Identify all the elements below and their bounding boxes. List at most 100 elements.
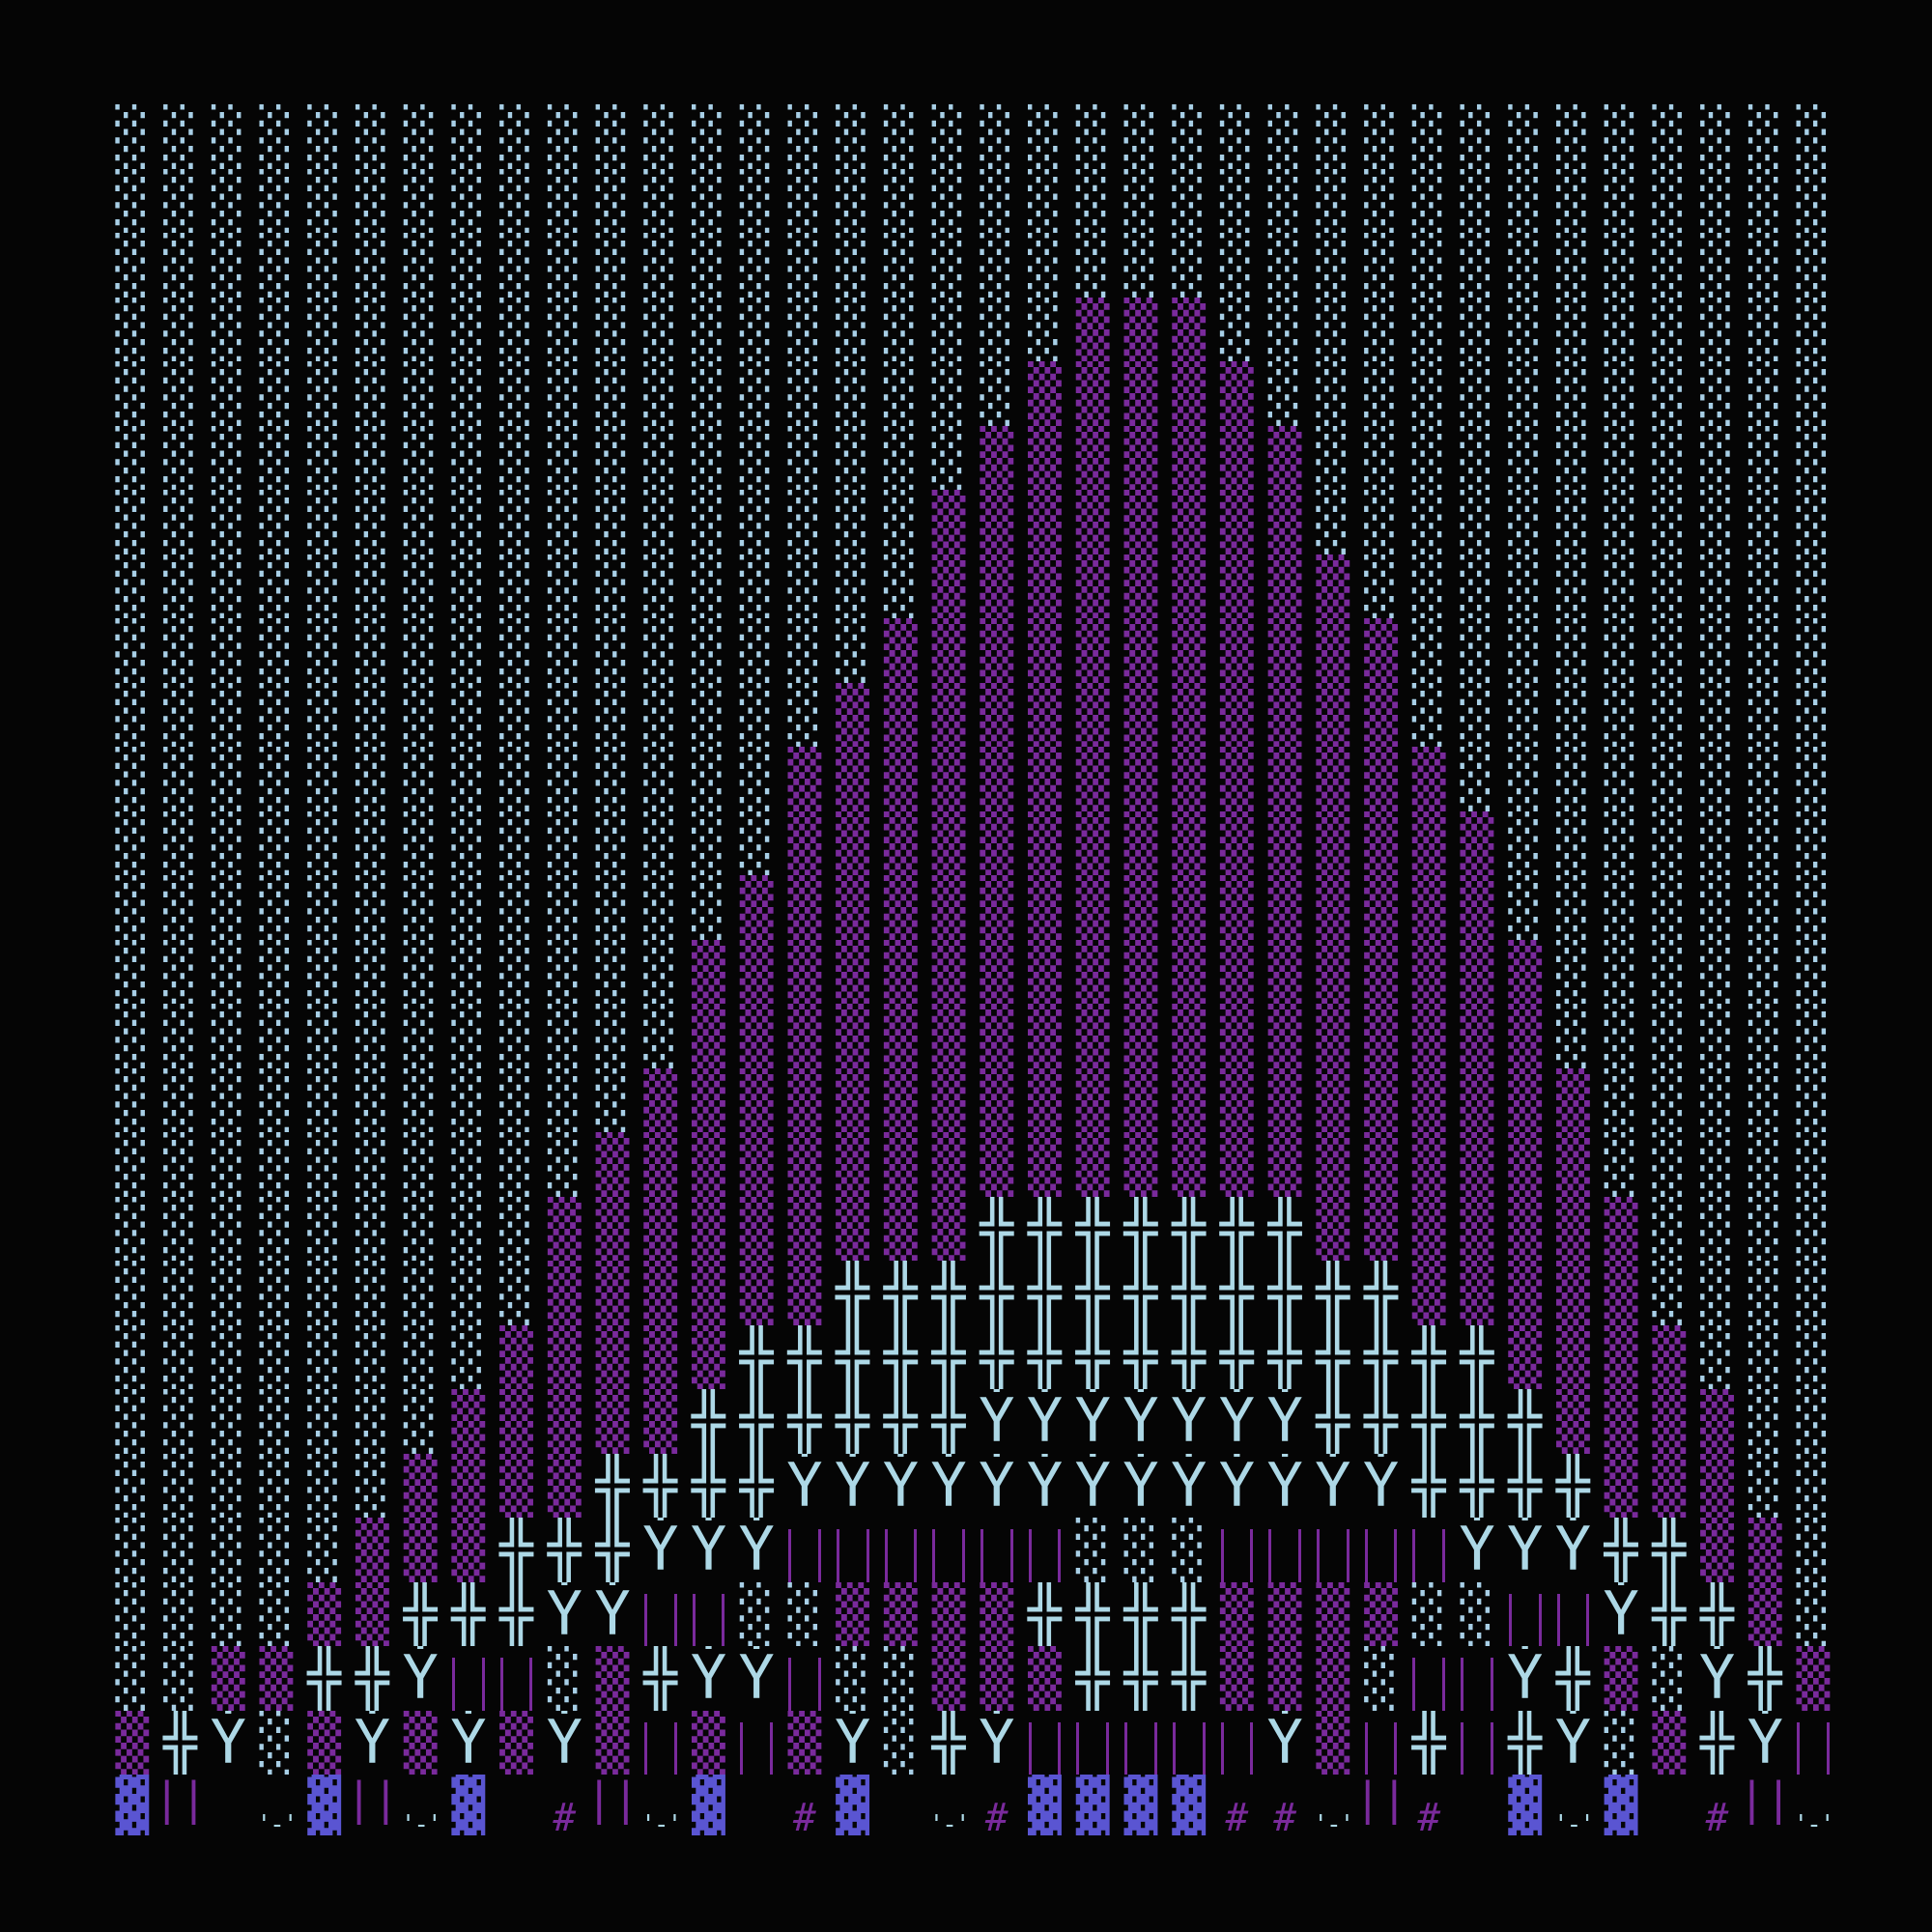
- glyph-light-shade: ░: [115, 1067, 150, 1132]
- glyph-light-shade: ░: [451, 875, 486, 940]
- glyph-purple-shade: ▒: [1411, 1261, 1446, 1325]
- glyph-light-shade: ░: [403, 682, 438, 747]
- glyph-y-dot: Ẏ: [1507, 1646, 1544, 1711]
- glyph-light-shade: ░: [1267, 104, 1302, 169]
- glyph-light-shade: ░: [403, 1132, 438, 1197]
- glyph-light-shade: ░: [1747, 1453, 1782, 1518]
- glyph-light-shade: ░: [1555, 875, 1590, 940]
- glyph-double-cross: ╬: [787, 1389, 822, 1454]
- glyph-purple-shade: ▒: [1123, 425, 1158, 490]
- glyph-light-shade: ░: [1747, 618, 1782, 683]
- glyph-purple-shade: ▒: [1508, 939, 1543, 1004]
- glyph-double-cross: ╬: [1123, 1581, 1158, 1646]
- glyph-light-shade: ░: [1316, 104, 1350, 169]
- wide-bars-shape: [1461, 1658, 1493, 1711]
- glyph-purple-shade: ▒: [1028, 1132, 1062, 1197]
- glyph-purple-shade: ▒: [1123, 875, 1158, 940]
- glyph-light-shade: ░: [1652, 1004, 1687, 1068]
- glyph-y-dot: Ẏ: [1074, 1389, 1111, 1454]
- glyph-y-dot: Ẏ: [979, 1453, 1015, 1518]
- glyph-light-shade: ░: [211, 1067, 245, 1132]
- glyph-purple-shade: ▒: [1796, 1646, 1831, 1711]
- glyph-light-shade: ░: [931, 233, 966, 298]
- glyph-light-shade: ░: [403, 939, 438, 1004]
- glyph-light-shade: ░: [547, 104, 582, 169]
- glyph-light-shade: ░: [1747, 1324, 1782, 1389]
- glyph-purple-shade: ▒: [1604, 1646, 1638, 1711]
- glyph-light-shade: ░: [115, 1004, 150, 1068]
- glyph-light-shade: ░: [163, 1581, 198, 1646]
- glyph-purple-shade: ▒: [1267, 1067, 1302, 1132]
- glyph-light-shade: ░: [1555, 810, 1590, 875]
- glyph-light-shade: ░: [355, 875, 389, 940]
- glyph-purple-shade: ▒: [403, 1710, 438, 1775]
- glyph-purple-shade: ▒: [1316, 810, 1350, 875]
- glyph-purple-shade: ▒: [1028, 490, 1062, 554]
- glyph-light-shade: ░: [547, 939, 582, 1004]
- glyph-purple-shade: ▒: [787, 747, 822, 811]
- glyph-purple-shade: ▒: [1028, 1067, 1062, 1132]
- glyph-purple-shade: ▒: [595, 1196, 630, 1261]
- glyph-light-shade: ░: [547, 1067, 582, 1132]
- glyph-light-shade: ░: [1316, 425, 1350, 490]
- glyph-purple-shade: ▒: [931, 875, 966, 940]
- glyph-light-shade: ░: [211, 1518, 245, 1582]
- glyph-purple-shade: ▒: [1219, 361, 1254, 426]
- glyph-light-shade: ░: [259, 168, 294, 233]
- glyph-double-cross: ╬: [1460, 1453, 1494, 1518]
- glyph-light-shade: ░: [211, 1132, 245, 1197]
- glyph-purple-shade: ▒: [931, 554, 966, 618]
- glyph-purple-shade: ▒: [643, 1261, 678, 1325]
- glyph-y-dot: Ẏ: [1315, 1453, 1351, 1518]
- glyph-light-shade: ░: [1267, 168, 1302, 233]
- glyph-light-shade: ░: [1075, 104, 1110, 169]
- glyph-light-shade: ░: [1604, 875, 1638, 940]
- glyph-purple-shade: ▒: [1364, 1004, 1398, 1068]
- glyph-purple-shade: ▒: [1604, 1453, 1638, 1518]
- glyph-light-shade: ░: [115, 1646, 150, 1711]
- glyph-light-shade: ░: [163, 1004, 198, 1068]
- glyph-purple-shade: ▒: [1123, 490, 1158, 554]
- glyph-dark-shade: ▓: [1604, 1775, 1638, 1835]
- glyph-light-shade: ░: [163, 1646, 198, 1711]
- glyph-wide-bars: [637, 1711, 685, 1775]
- glyph-light-shade: ░: [1796, 1324, 1831, 1389]
- glyph-light-shade: ░: [836, 490, 870, 554]
- glyph-light-shade: ░: [1652, 810, 1687, 875]
- glyph-purple-shade: ▒: [355, 1518, 389, 1582]
- glyph-light-shade: ░: [1604, 168, 1638, 233]
- glyph-purple-shade: ▒: [1172, 875, 1207, 940]
- glyph-purple-shade: ▒: [1604, 1389, 1638, 1454]
- glyph-purple-shade: ▒: [883, 747, 918, 811]
- glyph-double-cross: ╬: [1747, 1646, 1782, 1711]
- glyph-light-shade: ░: [451, 1324, 486, 1389]
- glyph-y-dot: Ẏ: [1266, 1389, 1303, 1454]
- glyph-light-shade: ░: [307, 1453, 342, 1518]
- glyph-light-shade: ░: [1700, 1132, 1735, 1197]
- glyph-light-shade: ░: [355, 104, 389, 169]
- glyph-dark-shade: ▓: [1172, 1775, 1207, 1835]
- wide-bars-shape: [1556, 1593, 1590, 1646]
- glyph-quote-dash: '-': [400, 1809, 442, 1835]
- glyph-light-shade: ░: [1075, 168, 1110, 233]
- glyph-double-cross: ╬: [1604, 1518, 1638, 1582]
- wide-bars-shape: [1316, 1529, 1350, 1582]
- glyph-light-shade: ░: [787, 297, 822, 361]
- glyph-light-shade: ░: [1604, 1067, 1638, 1132]
- glyph-light-shade: ░: [1604, 939, 1638, 1004]
- glyph-light-shade: ░: [1700, 168, 1735, 233]
- glyph-wide-bars: [1357, 1711, 1406, 1775]
- glyph-light-shade: ░: [547, 297, 582, 361]
- glyph-light-shade: ░: [836, 425, 870, 490]
- glyph-light-shade: ░: [1604, 361, 1638, 426]
- glyph-light-shade: ░: [1796, 104, 1831, 169]
- glyph-purple-shade: ▒: [1123, 1067, 1158, 1132]
- glyph-purple-shade: ▒: [836, 747, 870, 811]
- glyph-light-shade: ░: [739, 168, 774, 233]
- glyph-purple-shade: ▒: [1460, 1004, 1494, 1068]
- glyph-light-shade: ░: [1604, 1710, 1638, 1775]
- glyph-light-shade: ░: [931, 361, 966, 426]
- glyph-light-shade: ░: [211, 1389, 245, 1454]
- glyph-purple-shade: ▒: [1316, 1004, 1350, 1068]
- glyph-double-cross: ╬: [499, 1518, 534, 1582]
